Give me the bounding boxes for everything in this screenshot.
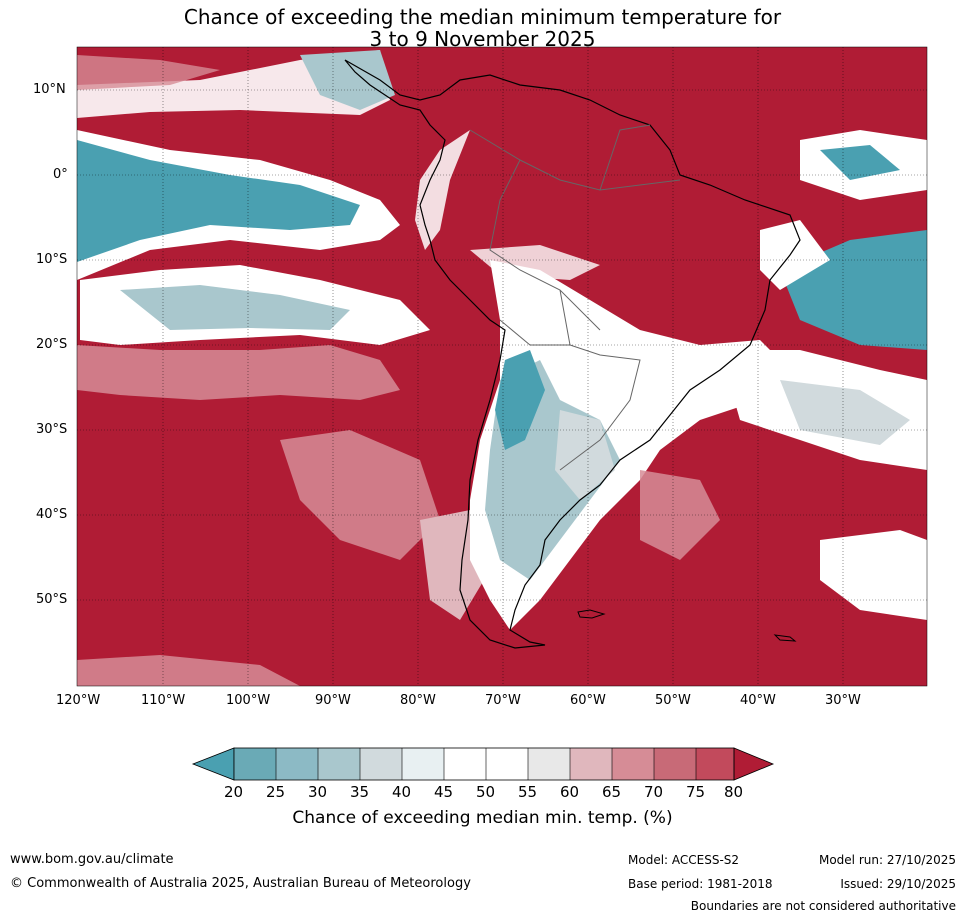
colorbar-tick: 60 bbox=[560, 783, 580, 801]
map-gridlines bbox=[77, 47, 927, 686]
colorbar bbox=[191, 747, 775, 781]
colorbar-bin bbox=[444, 748, 486, 780]
region-south-atlantic-neutral bbox=[820, 530, 927, 620]
model-name: Model: ACCESS-S2 bbox=[628, 853, 740, 867]
colorbar-bin bbox=[234, 748, 276, 780]
boundaries-disclaimer: Boundaries are not considered authoritat… bbox=[690, 899, 956, 913]
colorbar-arrow-low bbox=[191, 747, 235, 781]
colorbar-tick: 70 bbox=[644, 783, 664, 801]
lon-label: 100°W bbox=[226, 693, 271, 708]
lon-label: 30°W bbox=[825, 693, 861, 708]
lon-label: 40°W bbox=[740, 693, 776, 708]
colorbar-bin bbox=[486, 748, 528, 780]
colorbar-bin bbox=[570, 748, 612, 780]
colorbar-tick: 80 bbox=[724, 783, 744, 801]
colorbar-tick: 55 bbox=[518, 783, 538, 801]
lon-label: 80°W bbox=[400, 693, 436, 708]
lon-label: 70°W bbox=[485, 693, 521, 708]
colorbar-arrow-high bbox=[733, 747, 775, 781]
base-period: Base period: 1981-2018 bbox=[628, 877, 773, 891]
region-south-pacific-pink bbox=[77, 345, 400, 400]
colorbar-bin bbox=[528, 748, 570, 780]
region-ecuador-neutral bbox=[415, 130, 470, 250]
copyright-text: © Commonwealth of Australia 2025, Austra… bbox=[10, 876, 471, 891]
lat-label: 10°N bbox=[33, 82, 66, 97]
forecast-map bbox=[76, 46, 928, 781]
colorbar-tick: 75 bbox=[686, 783, 706, 801]
map-title-line1: Chance of exceeding the median minimum t… bbox=[183, 5, 782, 29]
colorbar-bin bbox=[612, 748, 654, 780]
lat-label: 20°S bbox=[36, 337, 68, 352]
lat-label: 50°S bbox=[36, 592, 68, 607]
lon-label: 60°W bbox=[570, 693, 606, 708]
region-equatorial-pacific-cold bbox=[77, 140, 360, 262]
region-north-pacific-low bbox=[300, 50, 395, 110]
colorbar-bin bbox=[654, 748, 696, 780]
region-pampas-low bbox=[555, 410, 615, 500]
colorbar-tick: 30 bbox=[308, 783, 328, 801]
region-andes-cold bbox=[495, 350, 545, 450]
colorbar-tick: 25 bbox=[266, 783, 286, 801]
lat-label: 10°S bbox=[36, 252, 68, 267]
colorbar-tick: 35 bbox=[350, 783, 370, 801]
issued-date: Issued: 29/10/2025 bbox=[840, 877, 956, 891]
south-georgia bbox=[773, 634, 797, 642]
region-amazon-neutral bbox=[470, 245, 600, 280]
lat-label: 40°S bbox=[36, 507, 68, 522]
colorbar-bin bbox=[696, 748, 734, 780]
lon-label: 110°W bbox=[141, 693, 186, 708]
lon-label: 50°W bbox=[655, 693, 691, 708]
lon-label: 120°W bbox=[56, 693, 101, 708]
colorbar-title: Chance of exceeding median min. temp. (%… bbox=[292, 808, 673, 828]
colorbar-bin bbox=[360, 748, 402, 780]
colorbar-bin bbox=[402, 748, 444, 780]
region-brazil-coast-neutral bbox=[760, 220, 830, 290]
colorbar-tick: 20 bbox=[224, 783, 244, 801]
colorbar-tick: 40 bbox=[392, 783, 412, 801]
colorbar-bin bbox=[318, 748, 360, 780]
website-link[interactable]: www.bom.gov.au/climate bbox=[10, 852, 174, 867]
region-atlantic-low bbox=[780, 380, 910, 445]
map-title-line2: 3 to 9 November 2025 bbox=[369, 27, 596, 51]
lon-label: 90°W bbox=[315, 693, 351, 708]
colorbar-bin bbox=[276, 748, 318, 780]
falkland-islands bbox=[577, 609, 606, 619]
map-frame bbox=[76, 46, 928, 687]
region-south-pacific-patch bbox=[280, 430, 440, 560]
colorbar-tick: 65 bbox=[602, 783, 622, 801]
region-southeast-pacific-low bbox=[120, 285, 350, 330]
region-north-atlantic-cold bbox=[820, 145, 900, 180]
region-far-south-pink bbox=[77, 655, 300, 686]
colorbar-tick: 45 bbox=[434, 783, 454, 801]
south-america-coastline bbox=[344, 59, 801, 649]
lat-label: 30°S bbox=[36, 422, 68, 437]
lat-label: 0° bbox=[53, 167, 68, 182]
country-borders bbox=[469, 124, 681, 471]
model-run-date: Model run: 27/10/2025 bbox=[818, 853, 956, 867]
region-north-pacific-pink bbox=[77, 55, 220, 90]
colorbar-tick: 50 bbox=[476, 783, 496, 801]
